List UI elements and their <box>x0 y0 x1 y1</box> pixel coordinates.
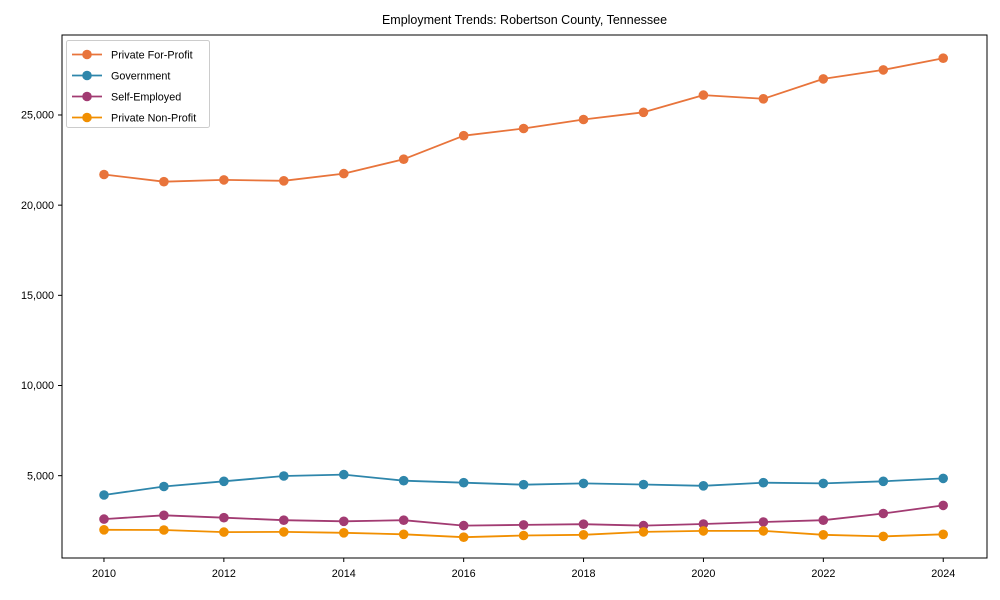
data-point-self-employed <box>758 517 769 527</box>
data-point-government <box>638 479 649 490</box>
data-point-self-employed <box>279 515 289 525</box>
data-point-self-employed <box>878 508 889 519</box>
data-point-self-employed <box>99 514 109 524</box>
legend-label-self-employed: Self-Employed <box>111 91 181 103</box>
y-axis-tick-label: 20,000 <box>21 200 54 212</box>
x-axis-tick-label: 2014 <box>332 568 356 580</box>
data-point-private-for-profit <box>398 154 409 164</box>
data-point-private-for-profit <box>458 130 469 141</box>
data-point-private-non-profit <box>638 527 649 537</box>
data-point-private-for-profit <box>518 123 529 134</box>
data-point-private-non-profit <box>339 528 349 538</box>
data-point-self-employed <box>339 516 349 527</box>
data-point-government <box>818 478 829 489</box>
data-point-private-for-profit <box>818 74 829 84</box>
legend-marker-icon <box>82 91 92 102</box>
legend-box <box>66 40 210 128</box>
x-axis-tick-label: 2018 <box>572 568 596 580</box>
data-point-private-non-profit <box>159 525 169 535</box>
data-point-government <box>398 475 409 486</box>
y-axis-tick-label: 15,000 <box>21 290 54 302</box>
data-point-private-non-profit <box>578 530 589 540</box>
legend-label-private-non-profit: Private Non-Profit <box>111 112 196 124</box>
x-axis-tick-label: 2010 <box>92 568 116 580</box>
data-point-private-non-profit <box>758 526 769 536</box>
data-point-private-non-profit <box>518 530 529 541</box>
data-point-self-employed <box>698 519 709 529</box>
y-axis-tick-label: 5,000 <box>27 470 54 482</box>
data-point-self-employed <box>219 512 229 523</box>
data-point-private-non-profit <box>698 526 709 536</box>
data-point-government <box>159 481 169 492</box>
data-point-self-employed <box>818 515 829 525</box>
chart-title: Employment Trends: Robertson County, Ten… <box>381 13 668 27</box>
data-point-self-employed <box>578 519 589 529</box>
x-axis-tick-label: 2020 <box>691 568 715 580</box>
y-axis-tick-label: 25,000 <box>21 110 54 122</box>
data-point-private-for-profit <box>279 176 289 186</box>
data-point-private-for-profit <box>758 94 769 104</box>
x-axis-tick-label: 2024 <box>931 568 955 580</box>
data-point-private-non-profit <box>279 527 289 537</box>
data-point-government <box>698 481 709 491</box>
data-point-private-for-profit <box>99 169 109 180</box>
data-point-private-for-profit <box>638 107 649 118</box>
data-point-self-employed <box>938 500 948 511</box>
data-point-government <box>518 479 529 490</box>
data-point-self-employed <box>159 510 169 521</box>
data-point-self-employed <box>398 515 409 525</box>
data-point-self-employed <box>518 520 529 530</box>
data-point-government <box>578 478 589 489</box>
x-axis-tick-label: 2022 <box>811 568 835 580</box>
data-point-government <box>758 477 769 488</box>
data-point-government <box>458 477 469 488</box>
data-point-private-for-profit <box>878 65 889 75</box>
data-point-government <box>99 490 109 500</box>
legend-marker-icon <box>82 112 92 123</box>
data-point-private-non-profit <box>818 530 829 540</box>
x-axis-tick-label: 2016 <box>452 568 476 580</box>
legend-marker-icon <box>82 49 92 60</box>
data-point-private-non-profit <box>458 532 469 542</box>
data-point-private-non-profit <box>938 529 948 540</box>
data-point-government <box>938 473 948 484</box>
data-point-private-for-profit <box>938 53 948 63</box>
data-point-private-non-profit <box>878 531 889 542</box>
data-point-government <box>339 469 349 480</box>
data-point-private-for-profit <box>159 176 169 187</box>
data-point-government <box>219 476 229 487</box>
data-point-private-non-profit <box>398 529 409 540</box>
data-point-private-for-profit <box>578 114 589 125</box>
plot-frame <box>61 34 988 559</box>
data-point-private-non-profit <box>219 527 229 537</box>
x-axis-tick-label: 2012 <box>212 568 236 580</box>
y-axis-tick-label: 10,000 <box>21 380 54 392</box>
data-point-private-for-profit <box>219 175 229 185</box>
legend-marker-icon <box>82 70 92 81</box>
data-point-government <box>279 471 289 481</box>
data-point-private-non-profit <box>99 525 109 535</box>
data-point-government <box>878 476 889 487</box>
data-point-private-for-profit <box>698 90 709 100</box>
data-point-private-for-profit <box>339 168 349 179</box>
legend-label-government: Government <box>111 70 170 82</box>
legend-label-private-for-profit: Private For-Profit <box>111 49 193 61</box>
data-point-self-employed <box>458 520 469 531</box>
